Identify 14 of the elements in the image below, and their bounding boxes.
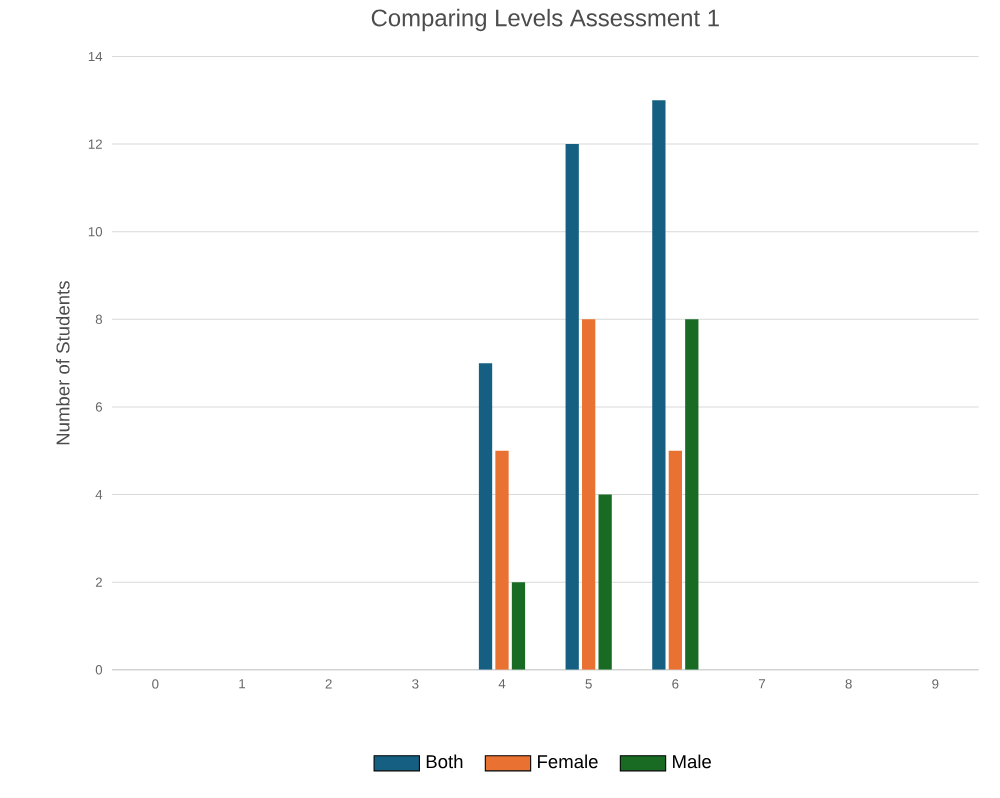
legend-label: Both bbox=[426, 754, 463, 769]
legend-label: Female bbox=[538, 754, 598, 769]
legend-label: Male bbox=[673, 754, 711, 769]
bar bbox=[668, 450, 682, 670]
bar bbox=[652, 100, 666, 670]
bar bbox=[511, 582, 526, 670]
bar bbox=[565, 144, 579, 670]
bar bbox=[582, 319, 596, 670]
bar bbox=[478, 363, 493, 670]
bar bbox=[495, 450, 509, 670]
bar bbox=[685, 319, 699, 670]
y-axis-title: Number of Students bbox=[55, 281, 70, 445]
chart-title: Comparing Levels Assessment 1 bbox=[371, 8, 719, 32]
bar bbox=[598, 494, 612, 670]
